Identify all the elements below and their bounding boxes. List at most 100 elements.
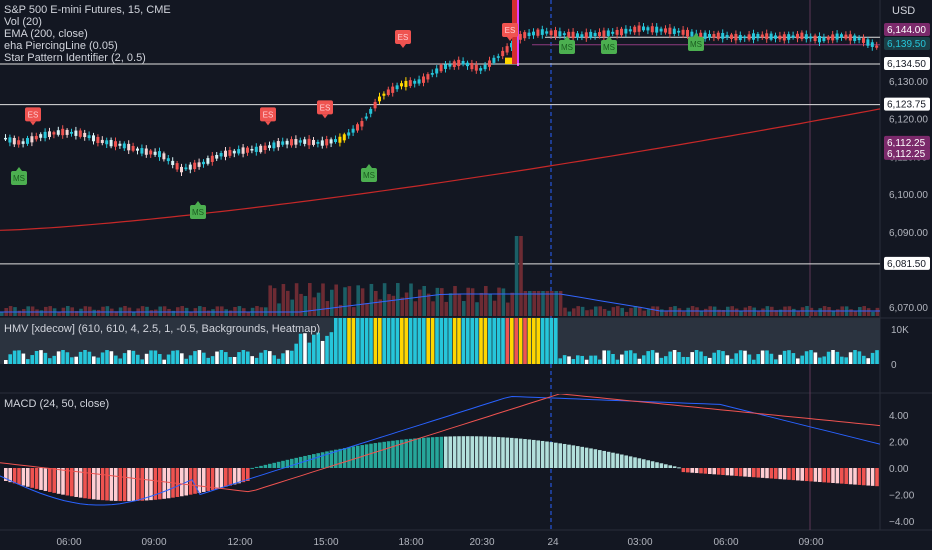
macd-tick[interactable]: 2.00 bbox=[889, 438, 909, 449]
macd-histogram-bar bbox=[796, 468, 800, 481]
hmv-bar bbox=[246, 351, 250, 364]
price-label-bg[interactable] bbox=[884, 23, 930, 36]
candle-body bbox=[87, 135, 91, 139]
hmv-bar bbox=[659, 357, 664, 364]
candle-body bbox=[325, 139, 329, 146]
price-pane[interactable]: ES ES ES ES ES MS MS MS MS MS MS bbox=[0, 0, 881, 316]
currency-label[interactable]: USD bbox=[892, 5, 916, 17]
volume-bar bbox=[123, 306, 127, 316]
pattern-marker[interactable]: MS bbox=[559, 36, 575, 54]
price-tick[interactable]: 6,120.00 bbox=[889, 115, 928, 126]
price-label[interactable]: 6,112.25 bbox=[887, 149, 926, 160]
macd-histogram-bar bbox=[844, 468, 848, 484]
macd-histogram-bar bbox=[646, 460, 650, 468]
volume-bar bbox=[369, 283, 374, 316]
hmv-bar bbox=[589, 355, 593, 364]
hmv-bar bbox=[312, 334, 316, 364]
macd-histogram-bar bbox=[659, 463, 664, 468]
hmv-bar bbox=[514, 318, 518, 364]
volume-bar bbox=[356, 285, 360, 316]
marker-pointer bbox=[30, 121, 36, 126]
indicator-piercingline[interactable]: eha PiercingLine (0.05) bbox=[4, 40, 118, 52]
price-label-bg[interactable] bbox=[884, 135, 930, 149]
candle-body bbox=[800, 32, 804, 40]
macd-tick[interactable]: 0.00 bbox=[889, 464, 909, 475]
hmv-pane[interactable] bbox=[0, 318, 880, 364]
price-tick[interactable]: 6,130.00 bbox=[889, 77, 928, 88]
pattern-marker[interactable]: MS bbox=[601, 36, 617, 54]
price-label-bg[interactable] bbox=[884, 57, 930, 71]
indicator-vol[interactable]: Vol (20) bbox=[4, 16, 42, 28]
price-label[interactable]: 6,112.25 bbox=[887, 138, 926, 149]
pattern-marker[interactable]: MS bbox=[11, 167, 27, 185]
pattern-marker[interactable]: ES bbox=[260, 107, 276, 126]
time-tick[interactable]: 09:00 bbox=[141, 537, 166, 548]
pattern-marker[interactable]: MS bbox=[361, 164, 377, 182]
candle-body bbox=[56, 130, 60, 135]
macd-tick[interactable]: 4.00 bbox=[889, 411, 909, 422]
price-tick[interactable]: 6,070.00 bbox=[889, 303, 928, 314]
price-label-bg[interactable] bbox=[884, 97, 930, 111]
price-label[interactable]: 6,081.50 bbox=[887, 259, 926, 270]
price-tick[interactable]: 6,100.00 bbox=[889, 190, 928, 201]
macd-histogram-bar bbox=[628, 456, 633, 468]
price-tick[interactable]: 6,090.00 bbox=[889, 228, 928, 239]
candle-body bbox=[584, 32, 588, 39]
candle-body bbox=[144, 148, 148, 155]
hmv-tick[interactable]: 0 bbox=[891, 360, 897, 371]
hmv-bar bbox=[237, 352, 241, 364]
pattern-marker[interactable]: MS bbox=[688, 33, 704, 51]
candle-body bbox=[870, 42, 874, 47]
time-tick[interactable]: 03:00 bbox=[627, 537, 652, 548]
macd-title[interactable]: MACD (24, 50, close) bbox=[4, 398, 110, 410]
time-axis[interactable]: 06:00 09:00 12:00 15:00 18:00 20:30 24 03:00 06:… bbox=[56, 537, 823, 548]
hmv-bar bbox=[800, 355, 804, 364]
pattern-marker[interactable]: MS bbox=[190, 201, 206, 219]
symbol-title[interactable]: S&P 500 E-mini Futures, 15, CME bbox=[4, 4, 171, 16]
price-label-bg[interactable] bbox=[884, 37, 930, 50]
time-tick[interactable]: 06:00 bbox=[56, 537, 81, 548]
time-tick[interactable]: 09:00 bbox=[798, 537, 823, 548]
macd-histogram-bar bbox=[826, 468, 831, 483]
time-tick[interactable]: 20:30 bbox=[469, 537, 494, 548]
price-label-bg[interactable] bbox=[884, 256, 930, 270]
macd-pane[interactable] bbox=[0, 393, 880, 530]
hmv-bar bbox=[210, 356, 215, 364]
time-tick[interactable]: 06:00 bbox=[713, 537, 738, 548]
hmv-bar bbox=[254, 357, 259, 364]
hmv-bar bbox=[796, 358, 800, 364]
price-label-bg[interactable] bbox=[884, 146, 930, 160]
candle-body bbox=[523, 32, 527, 39]
hmv-title[interactable]: HMV [xdecow] (610, 610, 4, 2.5, 1, -0.5,… bbox=[4, 323, 321, 335]
volume-bar bbox=[286, 290, 290, 316]
volume-bar bbox=[88, 306, 92, 316]
price-label[interactable]: 6,123.75 bbox=[887, 100, 926, 111]
macd-histogram-bar bbox=[862, 468, 866, 486]
indicator-star-pattern[interactable]: Star Pattern Identifier (2, 0.5) bbox=[4, 52, 146, 64]
hmv-bar bbox=[650, 350, 655, 364]
pattern-marker[interactable]: ES bbox=[395, 30, 411, 48]
price-label[interactable]: 6,144.00 bbox=[887, 25, 926, 36]
macd-tick[interactable]: −4.00 bbox=[889, 517, 915, 528]
price-axis[interactable]: 6,130.006,120.006,110.006,100.006,090.00… bbox=[884, 23, 930, 528]
candle-body bbox=[378, 96, 381, 102]
pattern-marker[interactable]: ES bbox=[317, 100, 333, 119]
time-tick[interactable]: 24 bbox=[547, 537, 559, 548]
time-tick[interactable]: 12:00 bbox=[227, 537, 252, 548]
hmv-tick[interactable]: 10K bbox=[891, 325, 909, 336]
symbol-legend[interactable]: S&P 500 E-mini Futures, 15, CME Vol (20)… bbox=[4, 4, 171, 64]
pattern-marker[interactable]: ES bbox=[502, 23, 518, 41]
price-label[interactable]: 6,139.50 bbox=[887, 39, 926, 50]
indicator-ema[interactable]: EMA (200, close) bbox=[4, 28, 88, 40]
hmv-bar bbox=[857, 351, 862, 364]
pattern-marker[interactable]: ES bbox=[25, 107, 41, 126]
macd-histogram-bar bbox=[576, 446, 580, 468]
price-label[interactable]: 6,134.50 bbox=[887, 59, 926, 70]
time-tick[interactable]: 15:00 bbox=[313, 537, 338, 548]
hmv-bar bbox=[835, 351, 840, 364]
macd-tick[interactable]: −2.00 bbox=[889, 491, 915, 502]
hmv-bar bbox=[228, 356, 232, 364]
hmv-bar bbox=[822, 356, 826, 364]
time-tick[interactable]: 18:00 bbox=[398, 537, 423, 548]
